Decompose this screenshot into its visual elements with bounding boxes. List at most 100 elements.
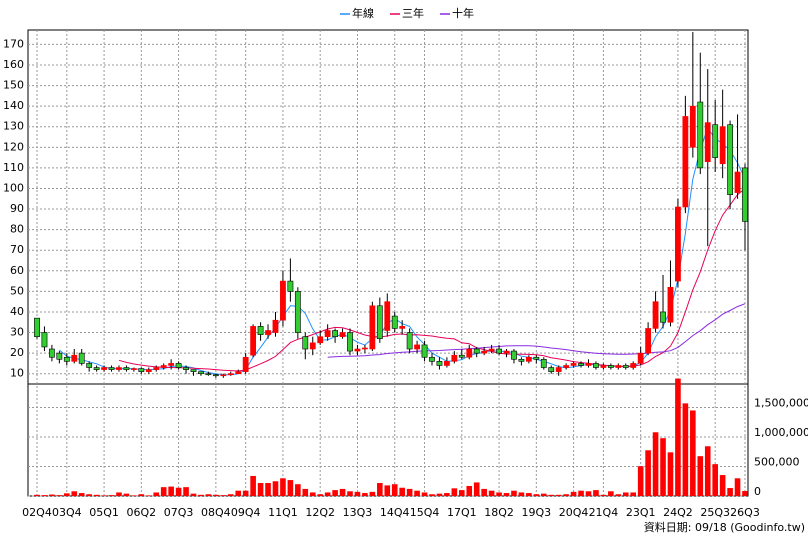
volume-bar <box>49 494 55 496</box>
volume-bar <box>362 493 368 496</box>
volume-bar <box>317 494 323 496</box>
x-tick-label: 18Q2 <box>484 506 514 519</box>
x-tick-label: 11Q1 <box>268 506 298 519</box>
volume-bar <box>116 492 122 496</box>
volume-bar <box>131 495 137 496</box>
volume-bar <box>727 488 733 496</box>
volume-bar <box>667 452 674 496</box>
volume-bar <box>548 494 555 496</box>
candle-body <box>496 348 502 354</box>
volume-bar <box>660 438 666 496</box>
volume-bar <box>444 493 450 496</box>
volume-bar <box>265 483 271 496</box>
volume-bar <box>459 490 465 496</box>
volume-bar <box>153 492 160 496</box>
candle-body <box>488 348 495 352</box>
candle-body <box>593 363 599 368</box>
candle-body <box>548 367 555 372</box>
y2-tick-label: 0 <box>754 485 761 498</box>
volume-bar <box>645 450 651 496</box>
candle-body <box>235 371 242 375</box>
candle-body <box>652 301 659 329</box>
candle-body <box>168 363 175 366</box>
candle-body <box>93 367 100 370</box>
x-tick-label: 06Q2 <box>127 506 157 519</box>
volume-bar <box>630 492 637 496</box>
source-note: 資料日期: 09/18 (Goodinfo.tw) <box>644 520 805 534</box>
volume-bar <box>168 486 174 496</box>
candle-body <box>689 105 696 148</box>
candle-body <box>153 367 160 370</box>
y-tick-label: 30 <box>10 326 24 339</box>
y-tick-label: 80 <box>10 223 24 236</box>
candle-body <box>697 101 704 169</box>
volume-bar <box>108 495 115 496</box>
candle-body <box>742 167 748 222</box>
volume-bar <box>242 490 249 496</box>
candle-body <box>704 122 711 163</box>
volume-bar <box>190 493 197 496</box>
volume-bar <box>712 464 718 496</box>
candle-body <box>667 286 674 323</box>
candle-body <box>34 317 40 337</box>
volume-bar <box>160 487 167 496</box>
volume-bar <box>451 488 458 496</box>
candle-body <box>451 354 458 362</box>
candle-body <box>160 365 167 368</box>
candle-body <box>630 363 637 368</box>
volume-bar <box>518 492 525 496</box>
volume-bar <box>578 490 584 496</box>
volume-bar <box>473 482 480 496</box>
candle-body <box>533 356 540 360</box>
volume-bar <box>93 494 100 496</box>
candle-body <box>272 319 279 333</box>
candle-body <box>555 367 562 372</box>
volume-bar <box>86 494 92 496</box>
legend-label: 年線 <box>352 6 374 20</box>
candle-body <box>302 336 309 350</box>
candle-body <box>518 359 525 362</box>
volume-bar <box>302 488 309 496</box>
x-tick-label: 25Q3 <box>700 506 730 519</box>
candle-body <box>675 206 681 282</box>
y-tick-label: 170 <box>3 37 24 50</box>
candle-body <box>212 374 219 377</box>
x-tick-label: 21Q4 <box>589 506 619 519</box>
volume-bar <box>145 495 152 496</box>
candle-body <box>205 373 212 376</box>
volume-bar <box>675 378 681 496</box>
y-tick-label: 110 <box>3 161 24 174</box>
candle-body <box>257 326 264 335</box>
volume-bar <box>488 490 495 496</box>
volume-bar <box>690 410 696 496</box>
y-tick-label: 20 <box>10 346 24 359</box>
y-tick-label: 10 <box>10 367 24 380</box>
candle-body <box>362 347 368 350</box>
candle-body <box>563 365 570 368</box>
candle-body <box>578 363 584 366</box>
volume-bar <box>533 494 540 496</box>
volume-bar <box>481 488 487 496</box>
candle-body <box>242 356 249 372</box>
volume-bar <box>369 491 376 496</box>
volume-bar <box>123 493 130 496</box>
candle-body <box>637 352 644 364</box>
candle-body <box>466 348 473 358</box>
candle-body <box>287 280 294 292</box>
volume-bar <box>78 493 85 496</box>
volume-bar <box>570 491 577 496</box>
y-tick-label: 100 <box>3 181 24 194</box>
candle-body <box>429 356 435 362</box>
ma-line <box>327 303 746 358</box>
x-tick-label: 17Q1 <box>447 506 477 519</box>
volume-bar <box>697 456 704 496</box>
candle-body <box>101 367 107 370</box>
candle-body <box>391 315 398 329</box>
volume-bar <box>354 491 361 496</box>
volume-bar <box>436 493 443 496</box>
candle-body <box>183 367 189 370</box>
volume-bar <box>71 491 78 496</box>
candle-body <box>317 336 324 344</box>
volume-bar <box>540 493 547 496</box>
